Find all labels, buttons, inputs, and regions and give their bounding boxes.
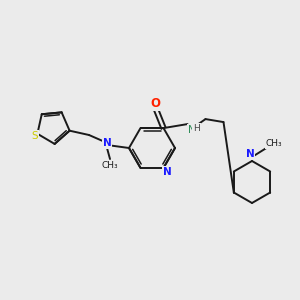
Text: CH₃: CH₃ (102, 160, 118, 169)
Text: CH₃: CH₃ (266, 140, 282, 148)
Text: N: N (188, 125, 195, 135)
Text: H: H (193, 124, 200, 133)
Text: N: N (163, 167, 172, 177)
Text: N: N (246, 149, 254, 159)
Text: O: O (151, 97, 160, 110)
Text: S: S (31, 131, 38, 141)
Text: N: N (103, 138, 111, 148)
